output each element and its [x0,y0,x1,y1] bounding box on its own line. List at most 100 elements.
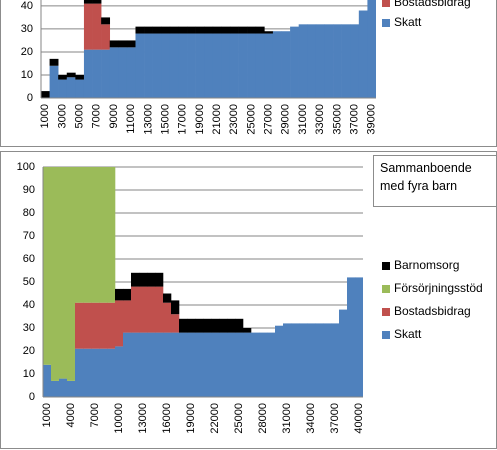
y-tick-label: 70 [23,230,35,242]
bar-segment [118,40,128,48]
bar-segment [66,77,76,98]
bar-segment [43,167,52,365]
bar-segment [92,0,102,4]
bar-segment [123,288,132,301]
bar-segment [211,318,220,333]
y-tick-label: 40 [23,299,35,311]
x-tick-label: 39000 [366,104,378,135]
bar-segment [247,26,257,34]
bar-segment [272,31,282,98]
bar-segment [101,24,111,50]
bar-segment [290,26,299,98]
bar-segment [115,288,124,301]
x-tick-label: 34000 [305,403,317,434]
bar-segment [83,167,92,303]
legend-label: Bostadsbidrag [394,304,471,318]
legend-label: Skatt [394,15,422,29]
bar-segment [161,26,171,34]
bar-segment [115,346,124,397]
bar-segment [227,332,236,397]
bar-segment [203,318,212,333]
bar-segment [187,26,196,34]
bar-segment [147,286,156,333]
bar-segment [139,272,148,287]
bar-segment [135,26,145,34]
legend-label: Skatt [394,327,422,341]
bar-segment [99,302,108,349]
x-tick-label: 27000 [263,104,275,135]
bar-segment [229,33,239,98]
bar-segment [221,26,231,34]
y-tick-label: 0 [29,391,35,403]
bar-segment [91,302,100,349]
bar-segment [51,167,60,381]
bar-segment [109,40,119,48]
x-tick-label: 11000 [125,104,137,134]
bar-segment [350,24,360,98]
x-tick-label: 21000 [211,104,223,135]
plot [43,167,363,397]
x-tick-label: 17000 [177,104,189,135]
bar-segment [155,286,164,333]
bar-segment [331,323,340,397]
legend-swatch [382,0,390,7]
bar-segment [195,33,205,98]
y-tick-label: 30 [23,322,35,334]
x-tick-label: 29000 [280,104,292,135]
bar-segment [161,33,171,98]
bar-segment [315,24,325,98]
bar-segment [204,26,214,34]
bar-segment [75,302,84,349]
plot [41,0,376,98]
x-tick-label: 23000 [228,104,240,135]
bar-segment [171,300,180,315]
bar-segment [107,167,116,303]
bar-segment [99,167,108,303]
bar-segment [307,24,317,98]
legend-swatch [382,19,390,27]
legend-label: Bostadsbidrag [394,0,471,9]
bar-segment [299,323,308,397]
bar-segment [83,348,92,397]
x-tick-label: 13000 [137,403,149,434]
bar-segment [227,318,236,333]
legend-swatch [382,308,390,316]
bar-segment [109,47,119,98]
bar-segment [171,314,180,333]
bar-segment [291,323,300,397]
legend-swatch [382,285,390,293]
bar-segment [341,24,351,98]
bar-segment [107,348,116,397]
y-tick-label: 80 [23,207,35,219]
bar-segment [147,332,156,397]
bar-segment [75,79,85,98]
x-tick-label: 1000 [39,104,51,128]
y-tick-label: 40 [21,0,33,12]
bar-segment [169,33,179,98]
bar-segment [49,58,59,66]
bar-segment [155,332,164,397]
bar-segment [235,318,244,333]
bar-segment [91,348,100,397]
bar-segment [281,31,291,98]
bar-segment [83,302,92,349]
bar-segment [221,33,231,98]
bar-segment [283,323,292,397]
x-tick-label: 7000 [91,104,103,128]
bar-segment [243,328,252,333]
x-tick-label: 19000 [185,403,197,434]
bar-segment [67,380,76,397]
bar-segment [115,300,124,347]
bar-segment [101,17,111,25]
bar-segment [66,72,76,78]
bar-segment [144,26,153,34]
bar-segment [49,65,59,98]
bar-segment [99,348,108,397]
bar-segment [211,332,220,397]
x-tick-label: 25000 [233,403,245,434]
bar-segment [41,91,50,98]
bar-segment [243,332,252,397]
bar-segment [195,26,205,34]
bar-segment [259,332,268,397]
bar-segment [195,318,204,333]
